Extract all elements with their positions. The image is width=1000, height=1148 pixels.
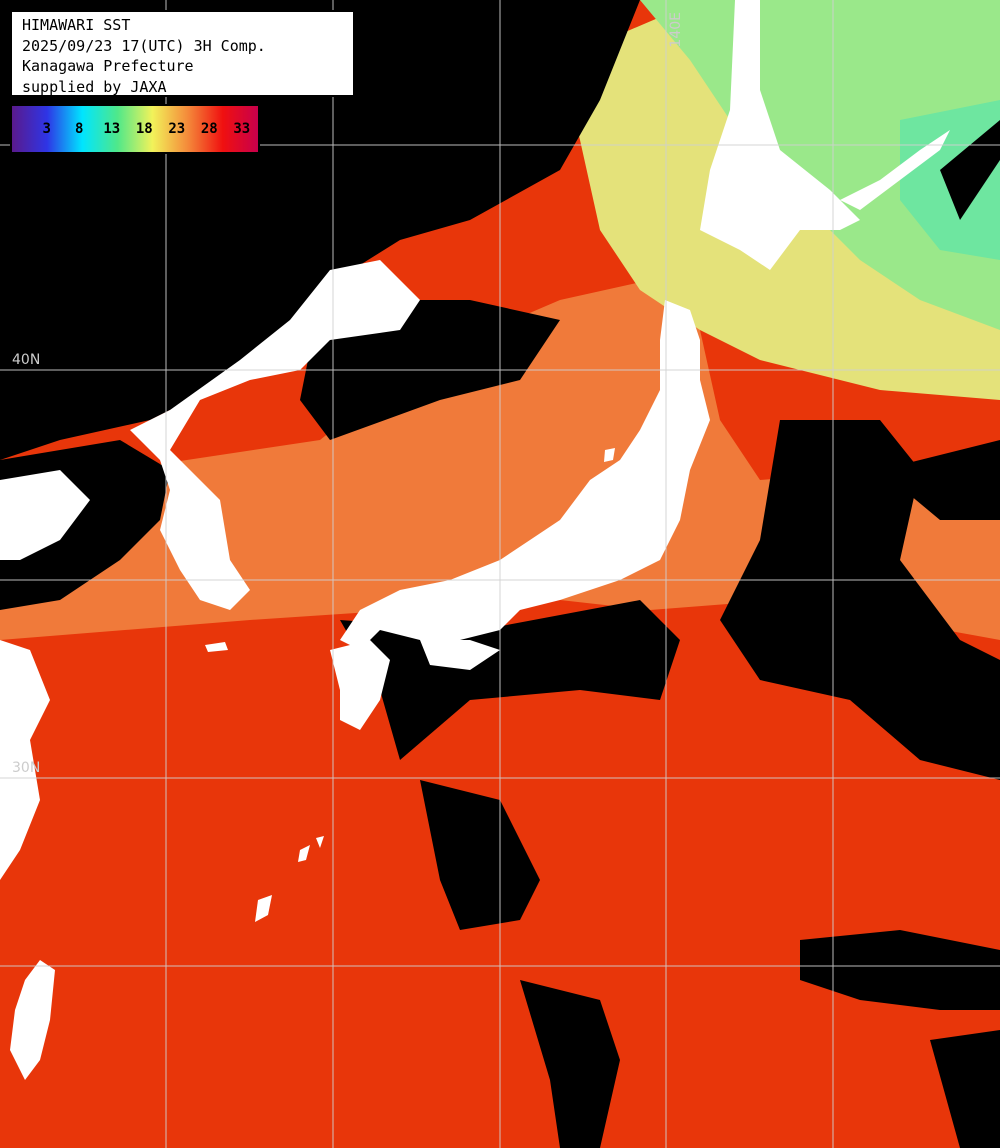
land-sakhalin-hokkaido: [700, 0, 860, 270]
region-name: Kanagawa Prefecture: [22, 57, 194, 75]
legend-tick-label: 18: [135, 121, 153, 137]
product-title: HIMAWARI SST: [22, 16, 131, 34]
land-ryukyu-3: [316, 836, 324, 848]
lat-label-30n: 30N: [12, 760, 41, 776]
land-shikoku: [420, 640, 500, 670]
land-sado: [604, 448, 615, 462]
land-ryukyu-2: [298, 845, 310, 862]
info-box: HIMAWARI SST 2025/09/23 17(UTC) 3H Comp.…: [10, 10, 355, 97]
legend-tick-label: 3: [42, 121, 51, 137]
legend-tick-label: 33: [233, 121, 251, 137]
land-kuril: [840, 130, 950, 210]
legend-tick-label: 23: [168, 121, 186, 137]
ocean-cold: [640, 0, 1000, 330]
cloud-pacific-east: [720, 420, 1000, 780]
cloud-central-south: [420, 780, 540, 930]
legend-tick-label: 28: [200, 121, 218, 137]
cloud-south-center: [520, 980, 620, 1148]
temperature-legend: 3 8 13 18 23 28 33: [10, 104, 260, 154]
legend-ticks: 3 8 13 18 23 28 33: [12, 106, 260, 152]
land-taiwan: [10, 960, 55, 1080]
land-jeju: [205, 642, 228, 652]
credit: supplied by JAXA: [22, 77, 167, 96]
land-ryukyu-1: [255, 895, 272, 922]
lat-label-40n: 40N: [12, 352, 41, 368]
land-manchuria-korea: [130, 260, 420, 610]
land-kyushu: [330, 640, 390, 730]
cloud-southeast-low: [930, 1030, 1000, 1148]
legend-tick-label: 8: [75, 121, 84, 137]
legend-tick-label: 13: [103, 121, 121, 137]
lon-label-140e: 140E: [668, 12, 684, 48]
cloud-east-strip: [880, 440, 1000, 520]
cloud-southeast: [800, 930, 1000, 1010]
land-china-coast: [0, 470, 90, 560]
timestamp: 2025/09/23 17(UTC) 3H Comp.: [22, 36, 266, 55]
land-honshu: [340, 300, 710, 650]
land-china-south: [0, 640, 50, 880]
